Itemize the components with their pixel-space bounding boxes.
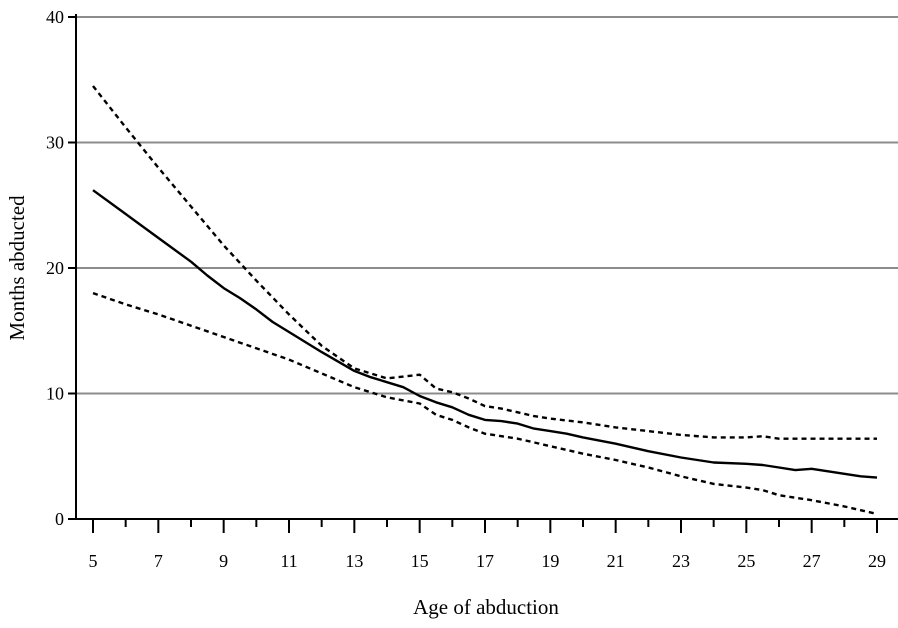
dashed-series-line-2: [92, 291, 878, 516]
x-tick-label-27: 27: [803, 551, 821, 571]
x-tick-label-21: 21: [607, 551, 625, 571]
y-axis-title: Months abducted: [5, 195, 29, 341]
dashed-series-line-1: [92, 85, 877, 440]
y-tick-label-40: 40: [46, 7, 64, 27]
x-tick-label-23: 23: [672, 551, 690, 571]
x-tick-label-9: 9: [219, 551, 228, 571]
x-tick-label-13: 13: [345, 551, 363, 571]
x-tick-label-15: 15: [411, 551, 429, 571]
y-tick-label-20: 20: [46, 258, 64, 278]
y-tick-label-10: 10: [46, 384, 64, 404]
x-tick-label-11: 11: [280, 551, 297, 571]
y-tick-label-30: 30: [46, 133, 64, 153]
x-tick-label-25: 25: [737, 551, 755, 571]
series-lines: [92, 85, 878, 516]
x-tick-label-17: 17: [476, 551, 494, 571]
gridlines: [76, 16, 898, 395]
axes: [68, 14, 898, 533]
x-tick-label-7: 7: [154, 551, 163, 571]
solid-series-line-0: [92, 189, 878, 479]
x-tick-label-5: 5: [89, 551, 98, 571]
x-axis-title: Age of abduction: [413, 595, 559, 619]
x-tick-label-19: 19: [541, 551, 559, 571]
x-tick-label-29: 29: [868, 551, 886, 571]
tick-labels: 0 10 20 30 40 5 7 9 11 13 15 17 19 21 23 25 27 29: [46, 7, 886, 571]
y-tick-label-0: 0: [55, 509, 64, 529]
